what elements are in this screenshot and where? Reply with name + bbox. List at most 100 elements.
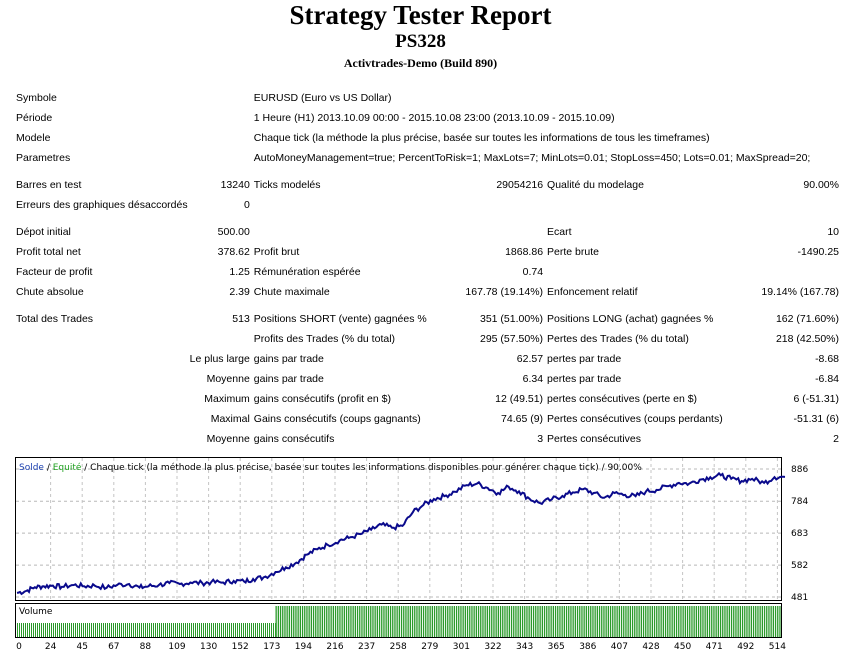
stat-label: Perte brute	[547, 246, 599, 258]
volume-bar	[173, 623, 174, 637]
stat-value: 29054216	[496, 179, 544, 191]
volume-bar	[482, 606, 484, 637]
volume-bar	[245, 623, 246, 637]
volume-bar	[570, 606, 572, 637]
volume-bar	[689, 606, 691, 637]
volume-bar	[181, 623, 182, 637]
volume-bar	[37, 623, 38, 637]
stats-row: Moyenne gains par trade 6.34 pertes par …	[14, 369, 841, 389]
volume-bar	[680, 606, 682, 637]
volume-bar	[755, 606, 757, 637]
volume-bar	[312, 606, 315, 637]
volume-bar	[750, 606, 752, 637]
volume-bar	[219, 623, 220, 637]
stat-label: gains consécutifs (profit en $)	[253, 393, 391, 405]
volume-bar	[249, 623, 250, 637]
volume-bar	[607, 606, 609, 637]
volume-bar	[299, 606, 301, 637]
stat-value: 1.25	[229, 266, 250, 278]
volume-bar	[612, 606, 614, 637]
volume-bar	[748, 606, 750, 637]
volume-bar	[774, 606, 777, 637]
volume-bar	[75, 623, 76, 637]
volume-bar	[475, 606, 477, 637]
x-tick-label: 322	[484, 642, 501, 652]
volume-bar	[328, 606, 330, 637]
volume-bar	[706, 606, 708, 637]
volume-bar	[557, 606, 559, 637]
info-row: Modele Chaque tick (la méthode la plus p…	[14, 128, 841, 148]
volume-bar	[442, 606, 444, 637]
volume-bar	[93, 623, 94, 637]
y-tick-label: 582	[791, 561, 808, 571]
stat-value: 19.14% (167.78)	[761, 286, 839, 298]
stat-label: Profit total net	[16, 246, 81, 258]
volume-bar	[396, 606, 398, 637]
volume-bar	[165, 623, 166, 637]
volume-bar	[135, 623, 136, 637]
volume-bar	[392, 606, 394, 637]
volume-bar	[770, 606, 772, 637]
volume-bar	[149, 623, 150, 637]
volume-bar	[601, 606, 603, 637]
stats-row: Maximal Gains consécutifs (coups gagnant…	[14, 409, 841, 429]
volume-bar	[662, 606, 664, 637]
volume-bar	[759, 606, 761, 637]
stat-value: 0.74	[522, 266, 544, 278]
stat-value: 74.65 (9)	[501, 413, 544, 425]
volume-bar	[616, 606, 618, 637]
volume-bar	[137, 623, 138, 637]
x-tick-label: 365	[548, 642, 565, 652]
volume-bar	[231, 623, 232, 637]
volume-bar	[524, 606, 526, 637]
volume-bar	[422, 606, 425, 637]
volume-bar	[363, 606, 365, 637]
x-tick-label: 514	[769, 642, 786, 652]
volume-bar	[41, 623, 42, 637]
volume-bar	[658, 606, 660, 637]
x-tick-label: 450	[674, 642, 691, 652]
volume-bar	[271, 623, 272, 637]
volume-bar	[579, 606, 581, 637]
volume-bar	[477, 606, 480, 637]
stat-label: Qualité du modelage	[547, 179, 644, 191]
info-value: 1 Heure (H1) 2013.10.09 00:00 - 2015.10.…	[253, 112, 615, 124]
volume-bar	[221, 623, 222, 637]
volume-bar	[383, 606, 385, 637]
volume-bar	[225, 623, 226, 637]
volume-bar	[603, 606, 605, 637]
report-subtitle: PS328	[395, 31, 446, 52]
volume-bar	[23, 623, 24, 637]
volume-bar	[645, 606, 647, 637]
volume-bar	[341, 606, 343, 637]
volume-bar	[337, 606, 339, 637]
volume-bar	[508, 606, 510, 637]
volume-bar	[502, 606, 504, 637]
stat-label: Ticks modelés	[253, 179, 321, 191]
horizontal-grid	[16, 468, 781, 598]
volume-bar	[713, 606, 715, 637]
volume-bar	[141, 623, 142, 637]
volume-bar	[598, 606, 601, 637]
stat-label: gains par trade	[253, 373, 324, 385]
volume-bar	[431, 606, 433, 637]
volume-bar	[83, 623, 84, 637]
volume-bar	[151, 623, 152, 637]
volume-bar	[326, 606, 328, 637]
volume-bar	[215, 623, 216, 637]
volume-bar	[436, 606, 438, 637]
x-tick-label: 24	[45, 642, 57, 652]
volume-bar	[752, 606, 755, 637]
stats-row: Total des Trades 513 Positions SHORT (ve…	[14, 309, 841, 329]
volume-bar	[757, 606, 759, 637]
volume-bar	[488, 606, 491, 637]
volume-bar	[229, 623, 230, 637]
volume-bar	[321, 606, 323, 637]
volume-bars	[17, 606, 781, 637]
volume-bar	[596, 606, 598, 637]
stat-label: Facteur de profit	[16, 266, 93, 278]
volume-bar	[197, 623, 198, 637]
volume-bar	[499, 606, 502, 637]
volume-bar	[257, 623, 258, 637]
volume-bar	[113, 623, 114, 637]
